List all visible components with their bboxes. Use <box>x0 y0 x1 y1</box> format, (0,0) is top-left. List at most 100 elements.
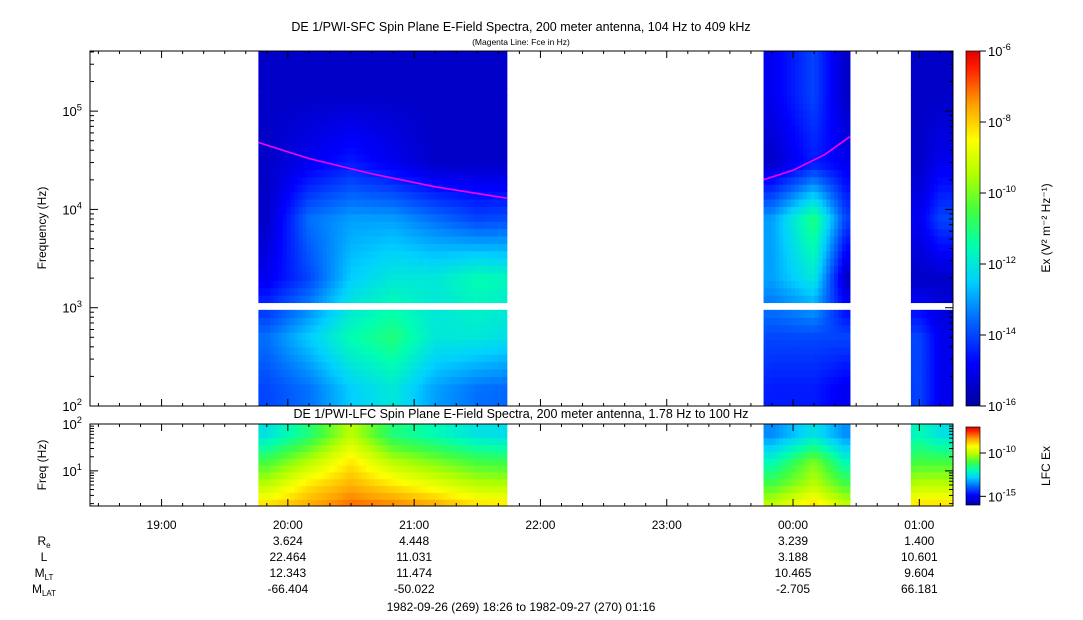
spectrogram-cell <box>402 147 408 156</box>
spectrogram-cell <box>278 424 284 432</box>
spectrogram-cell <box>787 287 792 296</box>
spectrogram-cell <box>290 176 296 185</box>
spectrogram-cell <box>354 117 360 126</box>
spectrogram-cell <box>386 391 392 400</box>
spectrogram-cell <box>418 250 424 259</box>
spectrogram-cell <box>270 376 276 385</box>
spectrogram-cell <box>418 95 424 104</box>
spectrogram-cell <box>438 51 444 59</box>
spectrogram-cell <box>366 430 372 439</box>
spectrogram-cell <box>798 295 804 304</box>
spectrogram-cell <box>410 51 416 59</box>
spectrogram-cell <box>374 458 380 466</box>
spectrogram-cell <box>402 95 408 104</box>
spectrogram-cell <box>286 132 292 141</box>
spectrogram-cell <box>410 139 416 148</box>
spectrogram-cell <box>278 265 284 274</box>
spectrogram-cell <box>771 198 776 207</box>
spectrogram-cell <box>366 213 372 222</box>
spectrogram-cell <box>390 376 396 385</box>
spectrogram-cell <box>366 80 372 89</box>
spectrogram-cell <box>290 317 296 326</box>
spectrogram-cell <box>326 221 332 230</box>
spectrogram-cell <box>834 361 839 370</box>
spectrogram-cell <box>482 65 488 74</box>
spectrogram-cell <box>258 117 263 126</box>
spectrogram-cell <box>826 87 831 96</box>
spectrogram-cell <box>494 110 500 119</box>
spectrogram-cell <box>502 317 508 326</box>
spectrogram-cell <box>350 58 356 67</box>
spectrogram-cell <box>362 317 368 326</box>
spectrogram-cell <box>350 102 356 111</box>
spectrogram-cell <box>426 206 432 215</box>
spectrogram-cell <box>438 391 444 400</box>
spectrogram-cell <box>779 176 784 185</box>
spectrogram-cell <box>282 485 288 493</box>
spectrogram-cell <box>406 51 412 59</box>
spectrogram-cell <box>422 369 428 378</box>
spectrogram-cell <box>298 485 304 493</box>
spectrogram-cell <box>478 169 484 178</box>
spectrogram-cell <box>394 324 400 333</box>
spectrogram-cell <box>930 398 935 406</box>
spectrogram-cell <box>826 184 831 193</box>
spectrogram-cell <box>382 80 388 89</box>
spectrogram-cell <box>330 346 336 355</box>
spectrogram-cell <box>454 154 460 163</box>
spectrogram-cell <box>290 58 296 67</box>
spectrogram-cell <box>266 465 272 473</box>
spectrogram-cell <box>398 73 404 82</box>
spectrogram-cell <box>798 235 804 244</box>
spectrogram-cell <box>830 51 835 59</box>
spectrogram-cell <box>458 295 464 304</box>
spectrogram-cell <box>930 198 935 207</box>
spectrogram-cell <box>454 228 460 237</box>
spectrogram-cell <box>502 258 508 267</box>
spectrogram-cell <box>314 198 320 207</box>
spectrogram-cell <box>386 206 392 215</box>
spectrogram-cell <box>826 295 831 304</box>
spectrogram-cell <box>434 243 440 252</box>
spectrogram-cell <box>822 161 827 170</box>
spectrogram-cell <box>910 191 916 200</box>
spectrogram-cell <box>775 391 780 400</box>
spectrogram-cell <box>258 324 263 333</box>
spectrogram-cell <box>350 391 356 400</box>
spectrogram-cell <box>422 243 428 252</box>
spectrogram-cell <box>810 147 816 156</box>
spectrogram-cell <box>394 317 400 326</box>
spectrogram-cell <box>398 437 404 446</box>
spectrogram-cell <box>458 154 464 163</box>
spectrogram-cell <box>310 492 316 500</box>
spectrogram-cell <box>802 324 808 333</box>
spectrogram-cell <box>346 102 352 111</box>
spectrogram-cell <box>266 139 272 148</box>
spectrogram-cell <box>845 287 851 296</box>
spectrogram-cell <box>414 147 420 156</box>
spectrogram-cell <box>779 265 784 274</box>
spectrogram-cell <box>322 235 328 244</box>
spectrogram-cell <box>362 339 368 348</box>
spectrogram-cell <box>282 176 288 185</box>
spectrogram-cell <box>926 324 931 333</box>
spectrogram-cell <box>294 391 300 400</box>
spectrogram-cell <box>258 213 263 222</box>
spectrogram-cell <box>394 169 400 178</box>
spectrogram-cell <box>834 80 839 89</box>
spectrogram-cell <box>282 228 288 237</box>
spectrogram-cell <box>422 87 428 96</box>
spectrogram-cell <box>326 478 332 487</box>
spectrogram-cell <box>294 147 300 156</box>
spectrogram-cell <box>330 258 336 267</box>
spectrogram-cell <box>334 499 340 506</box>
top-spectrogram-cells <box>258 51 953 406</box>
spectrogram-cell <box>342 73 348 82</box>
spectrogram-cell <box>290 80 296 89</box>
spectrogram-cell <box>310 287 316 296</box>
spectrogram-cell <box>454 235 460 244</box>
spectrogram-cell <box>830 250 835 259</box>
spectrogram-cell <box>806 58 812 67</box>
spectrogram-cell <box>314 317 320 326</box>
spectrogram-cell <box>350 444 356 452</box>
